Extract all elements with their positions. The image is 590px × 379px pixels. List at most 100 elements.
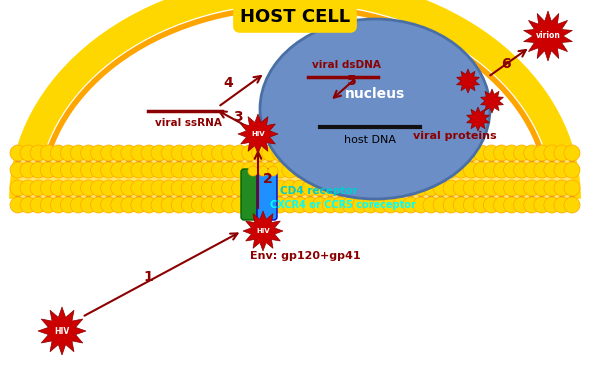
Circle shape <box>514 162 530 178</box>
Circle shape <box>373 145 389 161</box>
Circle shape <box>242 180 258 196</box>
Circle shape <box>201 197 217 213</box>
Circle shape <box>282 197 298 213</box>
Circle shape <box>272 197 288 213</box>
Circle shape <box>332 162 348 178</box>
Circle shape <box>312 162 328 178</box>
Circle shape <box>473 197 489 213</box>
Circle shape <box>161 145 177 161</box>
Polygon shape <box>467 107 490 131</box>
Circle shape <box>383 197 399 213</box>
Text: 1: 1 <box>143 270 153 284</box>
Circle shape <box>248 166 258 176</box>
Circle shape <box>242 197 258 213</box>
Circle shape <box>111 162 127 178</box>
Circle shape <box>30 197 46 213</box>
Circle shape <box>534 180 550 196</box>
Circle shape <box>443 162 459 178</box>
Circle shape <box>413 145 429 161</box>
Circle shape <box>10 145 26 161</box>
Circle shape <box>302 180 318 196</box>
Circle shape <box>30 145 46 161</box>
Circle shape <box>181 145 197 161</box>
Circle shape <box>268 166 278 176</box>
Circle shape <box>131 162 147 178</box>
Circle shape <box>232 145 248 161</box>
Circle shape <box>564 162 580 178</box>
Circle shape <box>342 145 358 161</box>
Circle shape <box>554 180 570 196</box>
Circle shape <box>403 162 419 178</box>
Polygon shape <box>457 69 480 93</box>
Circle shape <box>258 166 268 176</box>
Circle shape <box>503 162 520 178</box>
Circle shape <box>524 145 540 161</box>
Circle shape <box>302 145 318 161</box>
Circle shape <box>131 145 147 161</box>
Circle shape <box>423 145 439 161</box>
Circle shape <box>40 145 56 161</box>
Circle shape <box>493 162 510 178</box>
Circle shape <box>453 197 469 213</box>
Circle shape <box>544 145 560 161</box>
Circle shape <box>534 145 550 161</box>
Circle shape <box>564 197 580 213</box>
Circle shape <box>383 162 399 178</box>
Circle shape <box>564 145 580 161</box>
Text: nucleus: nucleus <box>345 87 405 101</box>
Circle shape <box>252 180 268 196</box>
Circle shape <box>292 145 308 161</box>
Circle shape <box>50 162 66 178</box>
Circle shape <box>232 162 248 178</box>
Circle shape <box>282 162 298 178</box>
Circle shape <box>342 197 358 213</box>
FancyBboxPatch shape <box>241 169 261 220</box>
Text: 3: 3 <box>233 110 243 124</box>
Circle shape <box>30 180 46 196</box>
Circle shape <box>423 180 439 196</box>
Circle shape <box>403 197 419 213</box>
Circle shape <box>252 162 268 178</box>
Circle shape <box>272 180 288 196</box>
Circle shape <box>373 197 389 213</box>
Circle shape <box>252 197 268 213</box>
Circle shape <box>70 162 87 178</box>
Circle shape <box>221 197 238 213</box>
Circle shape <box>373 180 389 196</box>
Circle shape <box>503 145 520 161</box>
Circle shape <box>322 162 338 178</box>
Circle shape <box>534 162 550 178</box>
Circle shape <box>524 197 540 213</box>
Circle shape <box>453 180 469 196</box>
Circle shape <box>463 145 479 161</box>
Circle shape <box>111 145 127 161</box>
Circle shape <box>564 180 580 196</box>
Circle shape <box>101 145 117 161</box>
Circle shape <box>221 162 238 178</box>
Circle shape <box>443 180 459 196</box>
Circle shape <box>433 197 449 213</box>
Circle shape <box>453 145 469 161</box>
Circle shape <box>80 180 97 196</box>
Circle shape <box>80 197 97 213</box>
Circle shape <box>272 162 288 178</box>
Circle shape <box>312 180 328 196</box>
Circle shape <box>242 162 258 178</box>
Circle shape <box>80 162 97 178</box>
Circle shape <box>60 180 76 196</box>
Circle shape <box>493 197 510 213</box>
Circle shape <box>221 145 238 161</box>
Circle shape <box>342 162 358 178</box>
Circle shape <box>322 197 338 213</box>
Circle shape <box>544 197 560 213</box>
Polygon shape <box>524 11 572 61</box>
Polygon shape <box>481 89 503 113</box>
Circle shape <box>201 162 217 178</box>
Circle shape <box>91 180 107 196</box>
Circle shape <box>141 180 157 196</box>
Circle shape <box>232 180 248 196</box>
Circle shape <box>524 180 540 196</box>
Circle shape <box>473 162 489 178</box>
Circle shape <box>534 197 550 213</box>
Circle shape <box>91 197 107 213</box>
